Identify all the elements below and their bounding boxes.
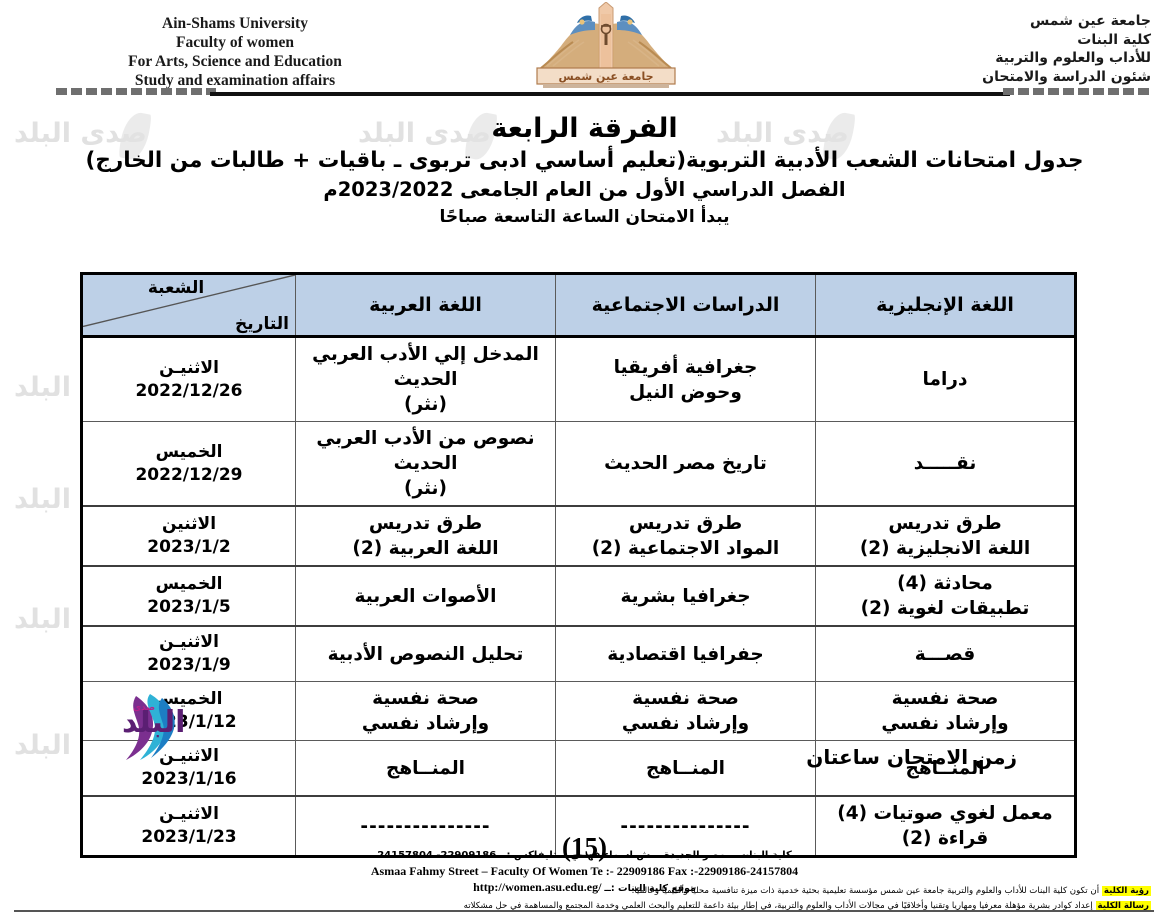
mission-text: إعداد كوادر بشرية مؤهلة معرفيا ومهاريا و…	[463, 901, 1093, 911]
cell-english: نقـــــد	[815, 421, 1076, 507]
mission-row: رسالة الكلية إعداد كوادر بشرية مؤهلة معر…	[0, 899, 1169, 914]
table-row: صحة نفسية وإرشاد نفسي صحة نفسية وإرشاد نفسي…	[81, 681, 1076, 741]
cell-english: المنــاهج	[815, 740, 1076, 797]
cell-date: الخميس 2023/1/5	[81, 565, 296, 627]
cell-arabic: صحة نفسية وإرشاد نفسي	[295, 681, 556, 741]
footer-website-label: موقع كلية البنات :ــ	[604, 883, 696, 894]
exam-duration-note: زمن الامتحان ساعتان	[806, 745, 1017, 769]
header-ar-line-4: شئون الدراسة والامتحان	[982, 68, 1151, 85]
header-ar-line-3: للأداب والعلوم والتربية	[995, 50, 1151, 66]
cell-social-studies: تاريخ مصر الحديث	[555, 421, 816, 507]
column-header-section-date: الشعبة التاريخ	[81, 273, 296, 338]
svg-text:البلد: البلد	[122, 705, 185, 740]
cell-date: الاثنيـن 2023/1/9	[81, 625, 296, 682]
start-time-note: يبدأ الامتحان الساعة التاسعة صباحًا	[439, 207, 730, 227]
title-block: الفرقة الرابعة جدول امتحانات الشعب الأدب…	[0, 112, 1169, 230]
header-rule-dashed-left	[56, 88, 216, 95]
table-row: نقـــــد تاريخ مصر الحديث نصوص من الأدب ال…	[81, 421, 1076, 507]
page-title: الفرقة الرابعة	[491, 113, 678, 144]
mission-label: رسالة الكلية	[1095, 901, 1151, 911]
footer-website-row: http://women.asu.edu.eg/ موقع كلية البنا…	[0, 879, 1169, 897]
cell-english: محادثة (4) تطبيقات لغوية (2)	[815, 565, 1076, 627]
header-en-line-2: Faculty of women	[176, 34, 294, 51]
footer-bottom-rule	[14, 910, 1154, 912]
cell-arabic: تحليل النصوص الأدبية	[295, 625, 556, 682]
cell-english: دراما	[815, 336, 1076, 422]
schedule-subtitle: جدول امتحانات الشعب الأدبية التربوية(تعل…	[85, 148, 1084, 173]
cell-english: صحة نفسية وإرشاد نفسي	[815, 681, 1076, 741]
cell-english: قصـــة	[815, 625, 1076, 682]
header-label-section: الشعبة	[147, 278, 205, 298]
footer-arabic-address: كلية البنات ــ مصر الجديدة ــ ش اسماء فه…	[377, 850, 792, 861]
cell-date: الخميس 2022/12/29	[81, 421, 296, 507]
cell-english: طرق تدريس اللغة الانجليزية (2)	[815, 505, 1076, 567]
cell-arabic: ---------------	[295, 795, 556, 857]
elbalad-logo-icon: البلد صدى	[78, 688, 228, 766]
cell-date: الاثنيـن 2023/1/16	[81, 740, 296, 797]
cell-date: الخميس 2023/1/12	[81, 681, 296, 741]
cell-arabic: الأصوات العربية	[295, 565, 556, 627]
cell-arabic: نصوص من الأدب العربي الحديث (نثر)	[295, 421, 556, 507]
cell-social-studies: ---------------	[555, 795, 816, 857]
table-row: طرق تدريس اللغة الانجليزية (2) طرق تدريس ال…	[81, 505, 1076, 567]
vision-row: رؤية الكلية أن تكون كلية البنات للأداب و…	[0, 884, 1169, 899]
cell-social-studies: المنــاهج	[555, 740, 816, 797]
document-footer: (15) كلية البنات ــ مصر الجديدة ــ ش اسم…	[0, 832, 1169, 897]
cell-social-studies: جفرافيا اقتصادية	[555, 625, 816, 682]
document-header: Ain-Shams University Faculty of women Fo…	[0, 0, 1169, 108]
header-rule-dashed-right	[1003, 88, 1151, 95]
table-row: دراما جغرافية أفريقيا وحوض النيل المدخل إلي…	[81, 336, 1076, 422]
footer-website-url[interactable]: http://women.asu.edu.eg/	[473, 880, 602, 894]
vision-text: أن تكون كلية البنات للأداب والعلوم والتر…	[631, 886, 1100, 896]
cell-arabic: المنــاهج	[295, 740, 556, 797]
header-en-line-1: Ain-Shams University	[162, 15, 308, 32]
header-en-line-3: For Arts, Science and Education	[128, 53, 342, 70]
cell-social-studies: صحة نفسية وإرشاد نفسي	[555, 681, 816, 741]
column-header-english: اللغة الإنجليزية	[815, 273, 1076, 338]
svg-text:جامعة عين شمس: جامعة عين شمس	[558, 70, 653, 83]
header-ar-line-1: جامعة عين شمس	[1030, 13, 1151, 29]
svg-text:صدى: صدى	[133, 703, 155, 713]
cell-social-studies: جغرافيا بشرية	[555, 565, 816, 627]
exam-schedule-table: اللغة الإنجليزية الدراسات الاجتماعية الل…	[80, 272, 1077, 858]
cell-english: معمل لغوي صوتيات (4) قراءة (2)	[815, 795, 1076, 857]
footer-english-address: Asmaa Fahmy Street – Faculty Of Women Te…	[370, 864, 799, 878]
table-row: معمل لغوي صوتيات (4) قراءة (2) -----------…	[81, 795, 1076, 857]
table-row: محادثة (4) تطبيقات لغوية (2) جغرافيا بشرية…	[81, 565, 1076, 627]
header-label-date: التاريخ	[235, 314, 289, 334]
column-header-social-studies: الدراسات الاجتماعية	[555, 273, 816, 338]
table-body: دراما جغرافية أفريقيا وحوض النيل المدخل إلي…	[81, 336, 1076, 857]
vision-mission-block: رؤية الكلية أن تكون كلية البنات للأداب و…	[0, 884, 1169, 914]
page-number: (15)	[562, 832, 607, 862]
cell-arabic: المدخل إلي الأدب العربي الحديث (نثر)	[295, 336, 556, 422]
header-ar-line-2: كلية البنات	[1077, 31, 1151, 48]
header-english-block: Ain-Shams University Faculty of women Fo…	[0, 14, 470, 90]
table-row: قصـــة جفرافيا اقتصادية تحليل النصوص الأدب…	[81, 625, 1076, 682]
cell-social-studies: جغرافية أفريقيا وحوض النيل	[555, 336, 816, 422]
table-header-row: اللغة الإنجليزية الدراسات الاجتماعية الل…	[81, 273, 1076, 338]
academic-term: الفصل الدراسي الأول من العام الجامعى 202…	[323, 178, 846, 201]
schedule-table-wrapper: اللغة الإنجليزية الدراسات الاجتماعية الل…	[80, 272, 1077, 858]
cell-social-studies: طرق تدريس المواد الاجتماعية (2)	[555, 505, 816, 567]
column-header-arabic: اللغة العربية	[295, 273, 556, 338]
cell-date: الاثنيـن 2022/12/26	[81, 336, 296, 422]
cell-arabic: طرق تدريس اللغة العربية (2)	[295, 505, 556, 567]
cell-date: الاثنيـن 2023/1/23	[81, 795, 296, 857]
table-row: المنــاهج المنــاهج المنــاهج الاثنيـن 2023/…	[81, 740, 1076, 797]
cell-date: الاثنين 2023/1/2	[81, 505, 296, 567]
header-arabic-block: جامعة عين شمس كلية البنات للأداب والعلوم…	[821, 12, 1151, 86]
header-en-line-4: Study and examination affairs	[134, 72, 336, 89]
header-rule-solid	[210, 92, 1010, 96]
ain-shams-university-emblem-icon: جامعة عين شمس	[521, 2, 691, 92]
diagonal-divider-icon	[83, 275, 295, 327]
vision-label: رؤية الكلية	[1101, 886, 1151, 896]
